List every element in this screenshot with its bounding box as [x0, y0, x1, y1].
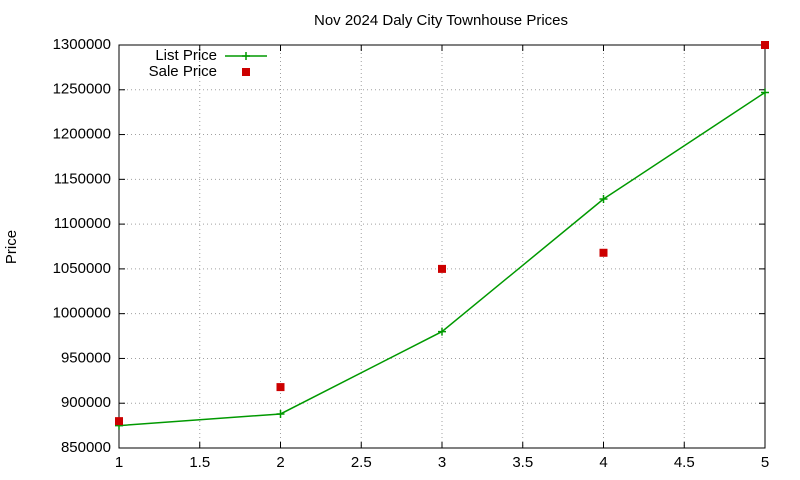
x-tick-label: 2.5 [351, 454, 372, 471]
data-point [599, 248, 608, 257]
legend-label: List Price [155, 47, 217, 64]
series-line [118, 91, 766, 427]
y-tick-label: 1200000 [53, 126, 111, 143]
legend-marker [242, 52, 250, 60]
x-tick-label: 4 [599, 454, 607, 471]
data-point [115, 417, 123, 426]
data-point [761, 88, 769, 97]
y-tick-label: 1150000 [54, 170, 111, 187]
chart-title: Nov 2024 Daly City Townhouse Prices [314, 12, 568, 29]
data-point [276, 409, 285, 418]
data-point [599, 195, 608, 204]
legend-label: Sale Price [149, 63, 217, 80]
x-tick-label: 2 [276, 454, 284, 471]
x-tick-label: 1.5 [189, 454, 210, 471]
y-tick-label: 950000 [61, 349, 111, 366]
y-axis-label: Price [3, 230, 20, 264]
y-tick-label: 900000 [61, 394, 111, 411]
x-tick-label: 3.5 [512, 454, 533, 471]
x-tick-label: 5 [761, 454, 769, 471]
y-tick-label: 1100000 [54, 215, 111, 232]
y-tick-label: 1250000 [53, 81, 111, 98]
plot-frame [118, 44, 766, 449]
data-point [438, 327, 446, 336]
y-tick-label: 1000000 [53, 305, 111, 322]
y-tick-label: 1300000 [53, 36, 111, 53]
x-tick-label: 4.5 [674, 454, 695, 471]
data-point [438, 264, 446, 273]
y-tick-label: 850000 [61, 439, 111, 456]
x-tick-label: 1 [115, 454, 123, 471]
y-tick-label: 1050000 [53, 260, 111, 277]
data-point [276, 383, 285, 392]
legend-marker [242, 68, 250, 76]
x-tick-label: 3 [438, 454, 446, 471]
data-point [761, 41, 769, 49]
